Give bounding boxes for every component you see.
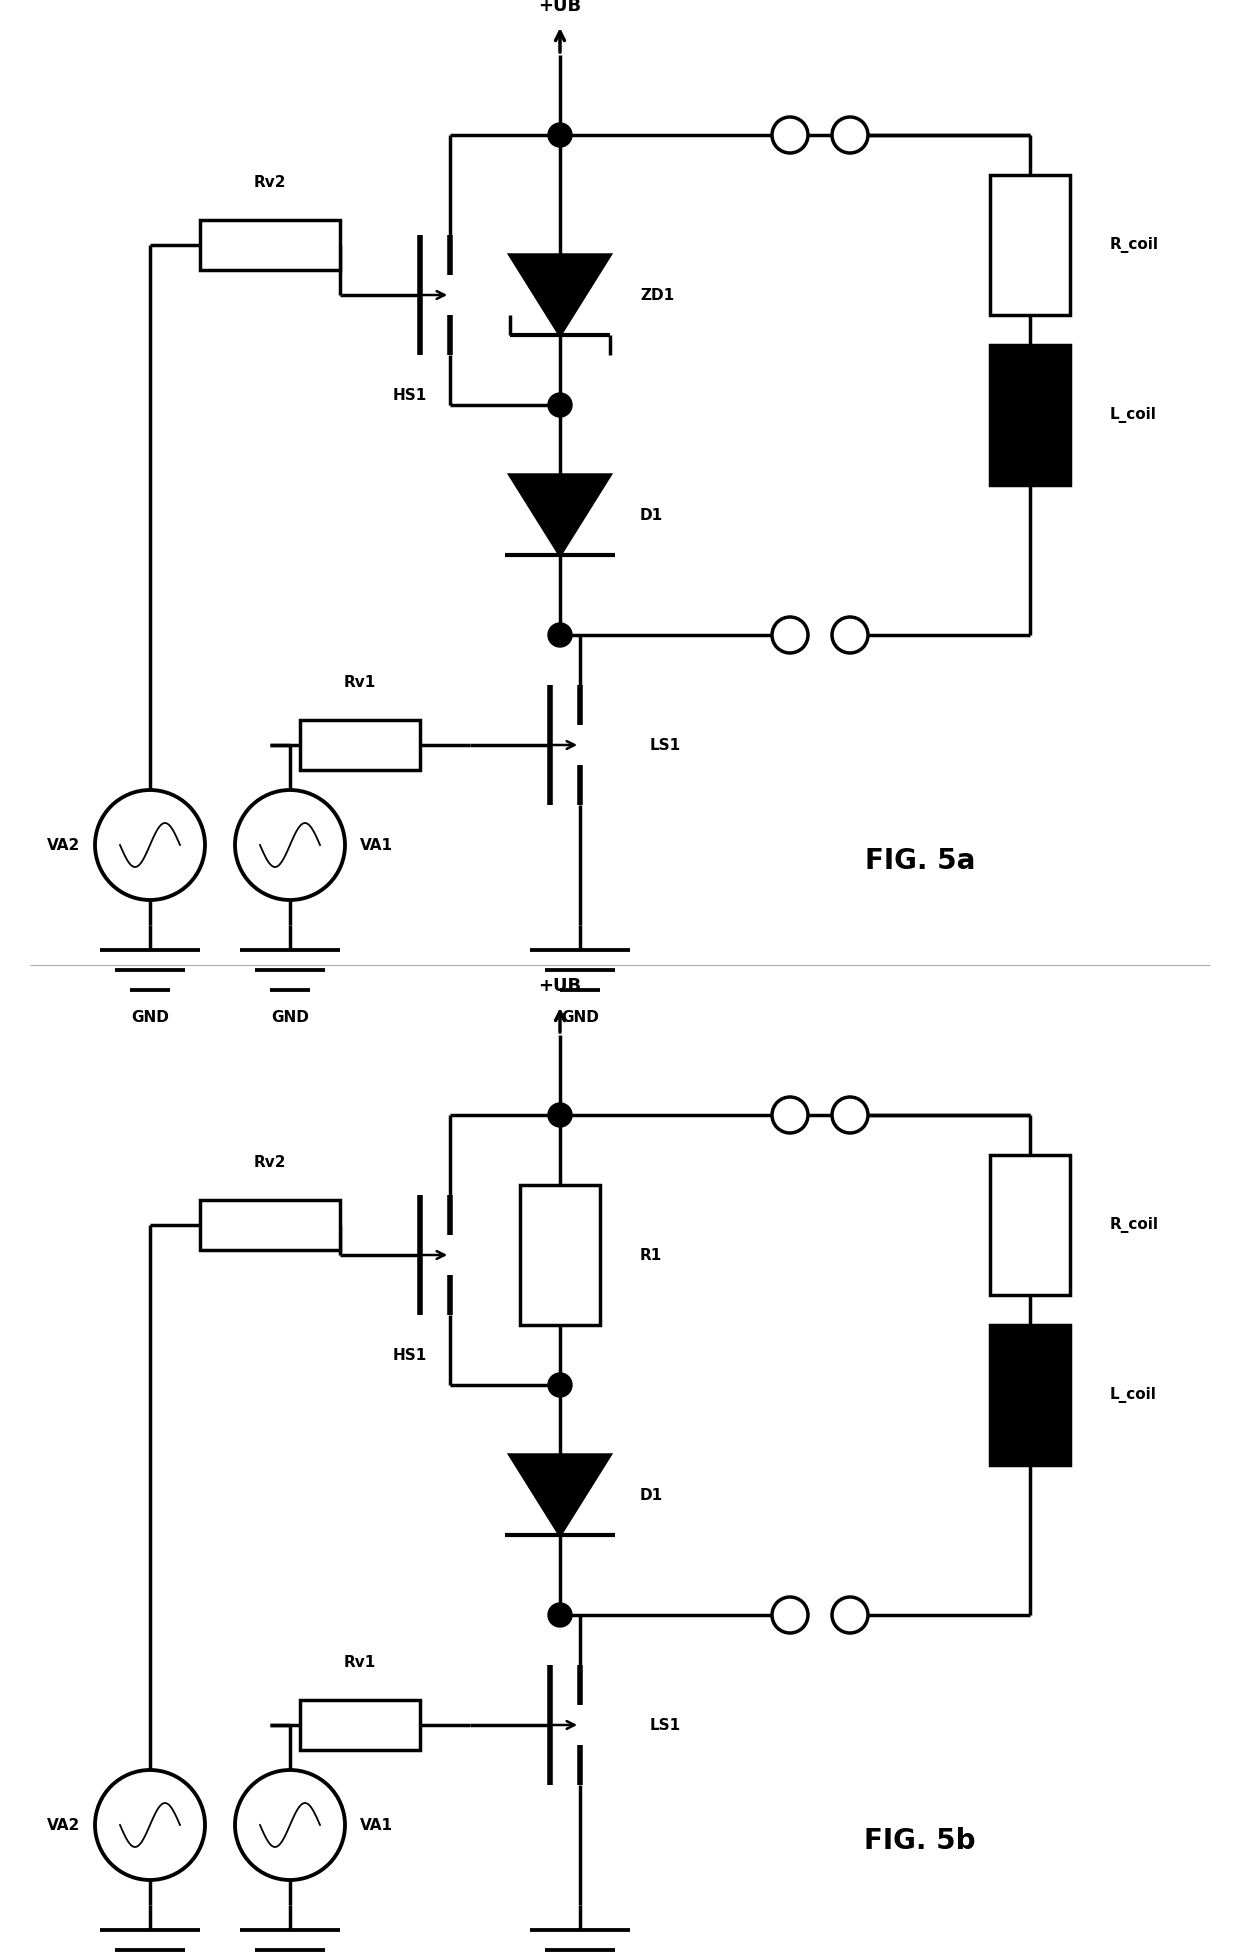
Text: LS1: LS1 bbox=[650, 737, 681, 753]
Bar bbox=[990, 1325, 1070, 1464]
Text: VA2: VA2 bbox=[47, 1818, 81, 1832]
Text: VA1: VA1 bbox=[360, 1818, 393, 1832]
Circle shape bbox=[236, 1769, 345, 1881]
Text: R_coil: R_coil bbox=[1110, 1218, 1159, 1234]
Text: Rv2: Rv2 bbox=[254, 176, 286, 190]
Bar bbox=[200, 1200, 340, 1249]
Text: VA1: VA1 bbox=[360, 837, 393, 852]
Bar bbox=[300, 1701, 420, 1750]
Bar bbox=[990, 1155, 1070, 1294]
Bar bbox=[300, 719, 420, 770]
Bar bbox=[200, 221, 340, 270]
Text: GND: GND bbox=[272, 1011, 309, 1024]
Bar bbox=[520, 1185, 600, 1325]
Circle shape bbox=[773, 1597, 808, 1632]
Circle shape bbox=[832, 618, 868, 653]
Circle shape bbox=[548, 1603, 572, 1627]
Text: ZD1: ZD1 bbox=[640, 287, 675, 303]
Circle shape bbox=[236, 790, 345, 899]
Circle shape bbox=[95, 790, 205, 899]
Circle shape bbox=[548, 393, 572, 416]
Text: +UB: +UB bbox=[538, 978, 582, 995]
Text: FIG. 5a: FIG. 5a bbox=[864, 847, 975, 876]
Polygon shape bbox=[510, 1455, 610, 1535]
Text: GND: GND bbox=[560, 1011, 599, 1024]
Text: D1: D1 bbox=[640, 508, 663, 522]
Circle shape bbox=[832, 1097, 868, 1134]
Text: Rv2: Rv2 bbox=[254, 1155, 286, 1169]
Circle shape bbox=[832, 1597, 868, 1632]
Text: FIG. 5b: FIG. 5b bbox=[864, 1828, 976, 1855]
Circle shape bbox=[832, 117, 868, 152]
Polygon shape bbox=[510, 254, 610, 334]
Text: R1: R1 bbox=[640, 1247, 662, 1263]
Circle shape bbox=[548, 1103, 572, 1126]
Text: R_coil: R_coil bbox=[1110, 237, 1159, 252]
Circle shape bbox=[773, 618, 808, 653]
Polygon shape bbox=[510, 475, 610, 555]
Circle shape bbox=[548, 1372, 572, 1398]
Text: L_coil: L_coil bbox=[1110, 1386, 1157, 1404]
Circle shape bbox=[773, 117, 808, 152]
Circle shape bbox=[548, 624, 572, 647]
Text: Rv1: Rv1 bbox=[343, 1656, 376, 1670]
Text: GND: GND bbox=[131, 1011, 169, 1024]
Text: HS1: HS1 bbox=[393, 387, 427, 403]
Text: LS1: LS1 bbox=[650, 1718, 681, 1732]
Bar bbox=[990, 176, 1070, 315]
Text: +UB: +UB bbox=[538, 0, 582, 16]
Text: VA2: VA2 bbox=[47, 837, 81, 852]
Text: D1: D1 bbox=[640, 1488, 663, 1503]
Text: HS1: HS1 bbox=[393, 1347, 427, 1363]
Bar bbox=[990, 344, 1070, 485]
Circle shape bbox=[95, 1769, 205, 1881]
Circle shape bbox=[548, 123, 572, 147]
Text: L_coil: L_coil bbox=[1110, 407, 1157, 422]
Circle shape bbox=[773, 1097, 808, 1134]
Text: Rv1: Rv1 bbox=[343, 674, 376, 690]
